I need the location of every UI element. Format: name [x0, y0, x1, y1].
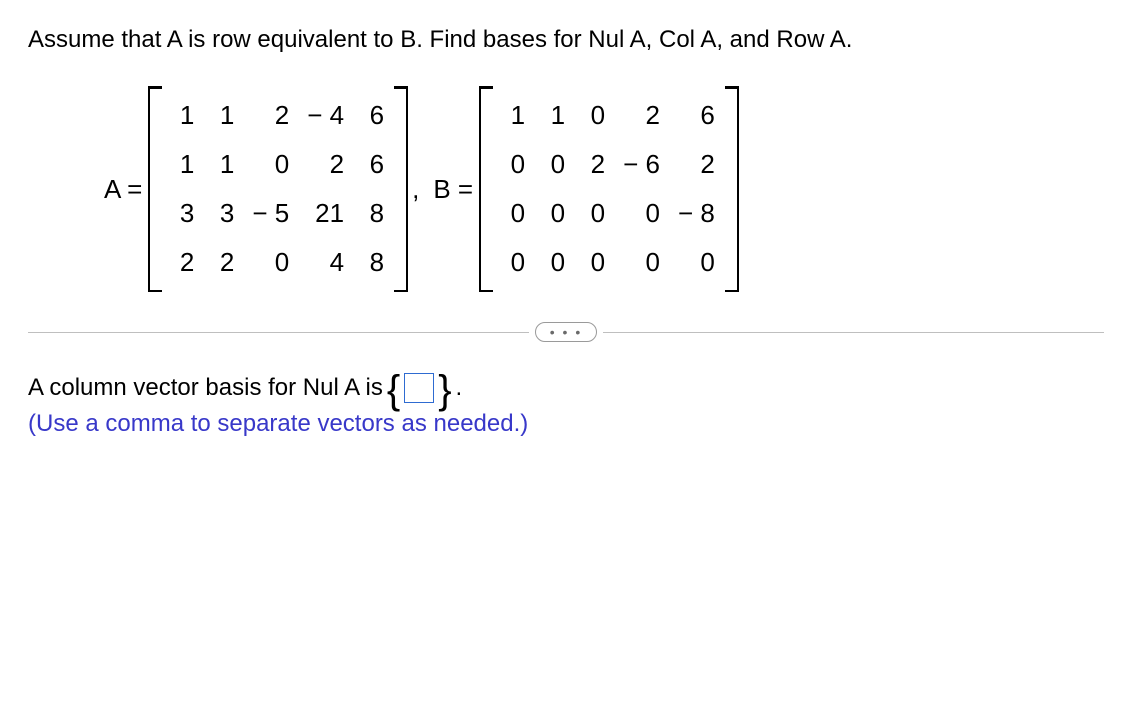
cell: 0 [252, 149, 289, 180]
cell: 1 [212, 100, 234, 131]
answer-suffix: . [456, 374, 463, 402]
cell: 6 [362, 100, 384, 131]
cell: 0 [252, 247, 289, 278]
cell: − 5 [252, 198, 289, 229]
answer-line: A column vector basis for Nul A is { } . [28, 372, 1104, 404]
cell: 8 [362, 198, 384, 229]
cell: 1 [172, 149, 194, 180]
cell: 0 [678, 247, 715, 278]
question-text: Assume that A is row equivalent to B. Fi… [28, 24, 1104, 56]
divider-line [28, 332, 529, 333]
matrices-row: A = 1 1 2 − 4 6 1 1 0 2 6 3 3 − 5 21 8 2… [98, 86, 1104, 292]
cell: 0 [583, 100, 605, 131]
cell: 3 [212, 198, 234, 229]
cell: 0 [503, 198, 525, 229]
bracket-left [148, 86, 162, 292]
cell: 8 [362, 247, 384, 278]
matrix-a-label: A = [104, 174, 142, 205]
cell: 0 [623, 198, 660, 229]
cell: 21 [307, 198, 344, 229]
cell: 1 [543, 100, 565, 131]
cell: 6 [362, 149, 384, 180]
cell: 2 [172, 247, 194, 278]
cell: 0 [583, 198, 605, 229]
matrix-b: 1 1 0 2 6 0 0 2 − 6 2 0 0 0 0 − 8 0 0 0 … [479, 86, 739, 292]
cell: 0 [503, 247, 525, 278]
cell: 2 [252, 100, 289, 131]
cell: 2 [678, 149, 715, 180]
cell: 0 [623, 247, 660, 278]
bracket-right [394, 86, 408, 292]
matrix-a: 1 1 2 − 4 6 1 1 0 2 6 3 3 − 5 21 8 2 2 0… [148, 86, 408, 292]
answer-input[interactable] [404, 373, 434, 403]
cell: − 8 [678, 198, 715, 229]
cell: 3 [172, 198, 194, 229]
section-divider: • • • [28, 322, 1104, 342]
answer-prefix: A column vector basis for Nul A is [28, 374, 383, 402]
cell: 0 [503, 149, 525, 180]
cell: 2 [307, 149, 344, 180]
comma: , [412, 174, 419, 205]
cell: 2 [623, 100, 660, 131]
answer-hint: (Use a comma to separate vectors as need… [28, 410, 1104, 438]
cell: 1 [212, 149, 234, 180]
cell: 2 [212, 247, 234, 278]
cell: 2 [583, 149, 605, 180]
bracket-left [479, 86, 493, 292]
cell: 4 [307, 247, 344, 278]
cell: − 4 [307, 100, 344, 131]
cell: − 6 [623, 149, 660, 180]
matrix-b-label: B = [433, 174, 473, 205]
matrix-a-body: 1 1 2 − 4 6 1 1 0 2 6 3 3 − 5 21 8 2 2 0… [162, 86, 394, 292]
cell: 0 [543, 149, 565, 180]
expand-pill[interactable]: • • • [535, 322, 597, 342]
brace-close-icon: } [438, 374, 451, 406]
cell: 1 [172, 100, 194, 131]
cell: 0 [583, 247, 605, 278]
bracket-right [725, 86, 739, 292]
brace-open-icon: { [387, 374, 400, 406]
matrix-b-body: 1 1 0 2 6 0 0 2 − 6 2 0 0 0 0 − 8 0 0 0 … [493, 86, 725, 292]
divider-line [603, 332, 1104, 333]
cell: 1 [503, 100, 525, 131]
cell: 0 [543, 247, 565, 278]
cell: 0 [543, 198, 565, 229]
cell: 6 [678, 100, 715, 131]
